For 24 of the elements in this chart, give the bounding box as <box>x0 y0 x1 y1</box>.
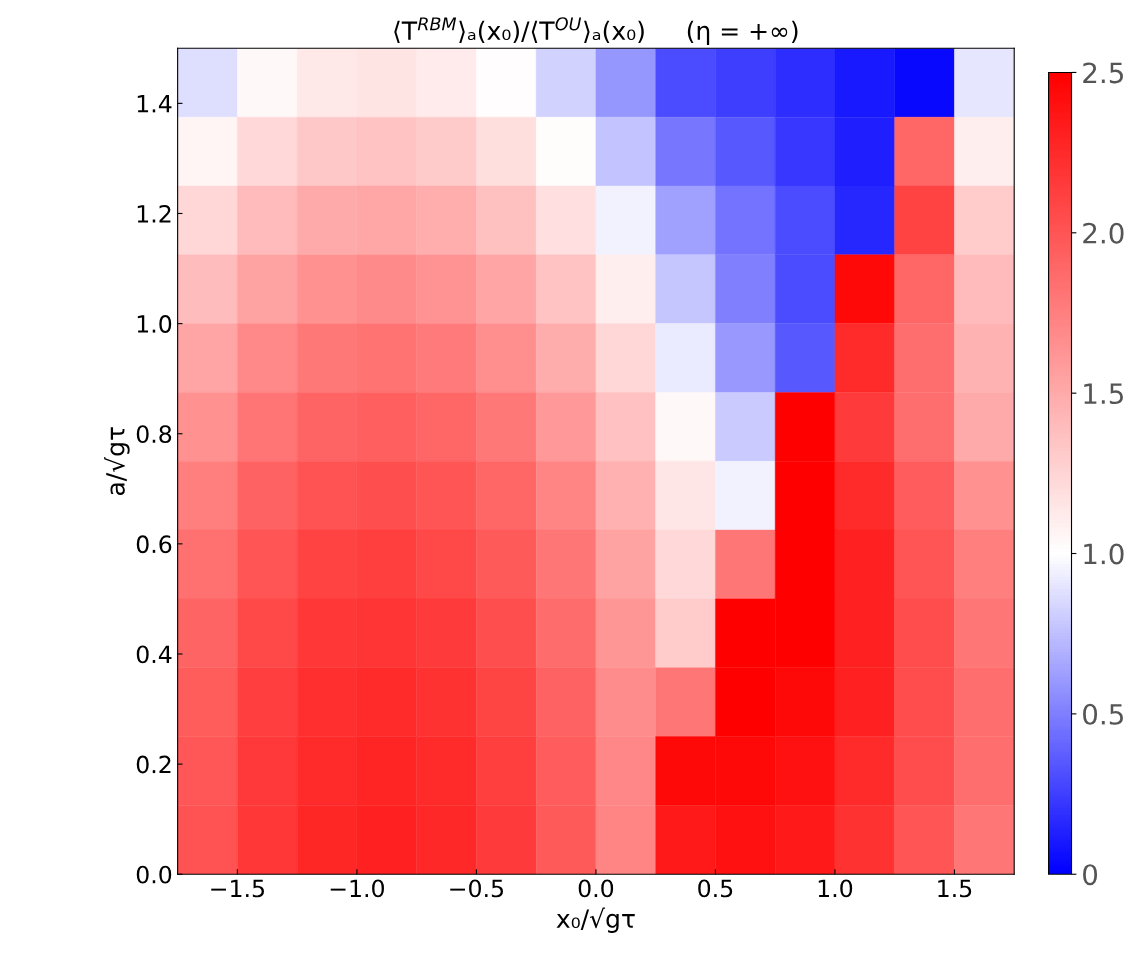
chart-title: ⟨T$^{RBM}$⟩ₐ(x₀)/⟨T$^{OU}$⟩ₐ(x₀) (η = +∞) <box>394 17 798 45</box>
color-bar-label: 1.0 <box>1084 543 1124 565</box>
y-tick-label: 0.8 <box>136 425 172 444</box>
color-bar-label: 0.5 <box>1083 703 1123 725</box>
x-tick-label: −1.0 <box>330 879 384 898</box>
color-bar-label: 2.5 <box>1083 62 1123 84</box>
x-axis-title: x₀/√gτ <box>556 907 635 933</box>
color-bar-label: 2.0 <box>1083 222 1124 244</box>
y-tick-label: 1.4 <box>137 95 172 113</box>
y-tick-label: 0.2 <box>136 755 171 774</box>
y-axis-title: a/√gτ <box>104 427 130 496</box>
y-tick-label: 0.4 <box>136 645 172 664</box>
x-tick-label: 0.5 <box>698 879 733 898</box>
y-tick-label: 1.0 <box>137 315 172 333</box>
y-tick-label: 0.6 <box>136 535 172 554</box>
x-tick-label: 0.0 <box>578 879 614 898</box>
y-tick-label: 1.2 <box>137 204 171 223</box>
x-tick-label: 1.0 <box>818 879 853 898</box>
color-bar-label: 0 <box>1083 864 1098 886</box>
x-tick-label: −0.5 <box>450 879 504 898</box>
y-tick-label: 0.0 <box>136 865 172 884</box>
color-bar-label: 1.5 <box>1084 383 1123 405</box>
x-tick-label: −1.5 <box>211 879 264 898</box>
x-tick-label: 1.5 <box>938 879 972 898</box>
